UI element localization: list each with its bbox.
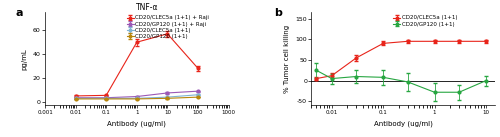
Legend: CD20/CLEC5a (1+1), CD20/GP120 (1+1): CD20/CLEC5a (1+1), CD20/GP120 (1+1) bbox=[391, 13, 460, 29]
Text: a: a bbox=[16, 8, 23, 18]
Y-axis label: % Tumor cell killing: % Tumor cell killing bbox=[284, 25, 290, 93]
Text: TNF-α: TNF-α bbox=[136, 3, 159, 12]
X-axis label: Antibody (ug/ml): Antibody (ug/ml) bbox=[374, 120, 432, 127]
X-axis label: Antibody (ug/ml): Antibody (ug/ml) bbox=[108, 120, 166, 127]
Legend: CD20/CLEC5a (1+1) + Raji, CD20/GP120 (1+1) + Raji, CD20/CLEC5a (1+1), CD20/GP120: CD20/CLEC5a (1+1) + Raji, CD20/GP120 (1+… bbox=[125, 13, 212, 41]
Y-axis label: pg/mL: pg/mL bbox=[22, 48, 28, 70]
Text: b: b bbox=[274, 8, 282, 18]
